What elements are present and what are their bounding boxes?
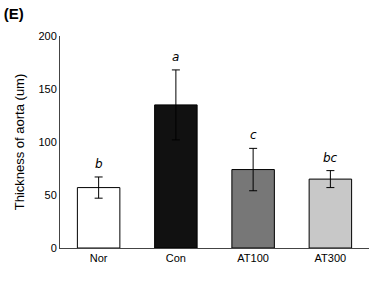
svg-text:(E): (E) (4, 5, 24, 22)
svg-text:0: 0 (51, 242, 57, 254)
svg-text:200: 200 (38, 30, 56, 42)
svg-text:AT100: AT100 (237, 252, 269, 264)
svg-text:50: 50 (45, 189, 57, 201)
svg-text:a: a (172, 50, 179, 64)
svg-text:Thickness of aorta (um): Thickness of aorta (um) (12, 74, 27, 211)
svg-text:b: b (95, 157, 103, 171)
svg-text:150: 150 (38, 83, 56, 95)
svg-text:100: 100 (38, 136, 56, 148)
svg-text:Nor: Nor (90, 252, 108, 264)
svg-text:Con: Con (166, 252, 186, 264)
svg-text:bc: bc (323, 151, 338, 165)
svg-text:AT300: AT300 (315, 252, 347, 264)
svg-text:c: c (250, 128, 257, 142)
